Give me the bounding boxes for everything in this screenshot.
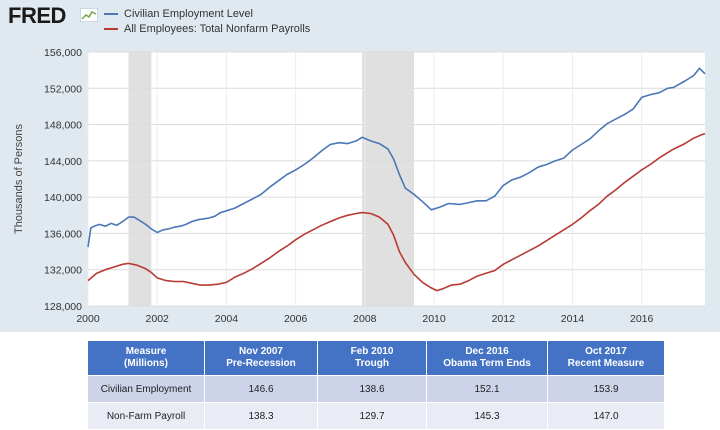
table-cell-measure: Civilian Employment: [87, 375, 205, 403]
x-tick-label: 2010: [422, 313, 446, 325]
y-tick-labels: 128,000 132,000 136,000 140,000 144,000 148,0…: [44, 47, 82, 313]
x-tick-label: 2008: [353, 313, 377, 325]
table-cell: 147.0: [547, 402, 665, 430]
header-feb-2010-line2: Trough: [355, 358, 389, 369]
fred-logo: FRED: [8, 3, 66, 28]
header-dec-2016-line2: Obama Term Ends: [443, 358, 531, 369]
table-cell: 152.1: [426, 375, 548, 403]
recession-band-2: [362, 52, 414, 306]
y-tick-label: 140,000: [44, 192, 82, 204]
recession-band-1: [128, 52, 152, 306]
x-tick-labels: 2000 2002 2004 2006 2008 2010 2012 2014 2016: [76, 313, 653, 325]
table-header-row: Measure (Millions) Nov 2007 Pre-Recessio…: [87, 340, 665, 376]
x-tick-label: 2004: [215, 313, 239, 325]
legend-item-nonfarm: All Employees: Total Nonfarm Payrolls: [104, 23, 310, 35]
legend-label-nonfarm: All Employees: Total Nonfarm Payrolls: [124, 23, 311, 35]
y-tick-label: 148,000: [44, 120, 82, 132]
table-cell: 138.3: [204, 402, 318, 430]
header-dec-2016: Dec 2016 Obama Term Ends: [426, 340, 548, 376]
header-nov-2007-line2: Pre-Recession: [226, 358, 296, 369]
y-tick-label: 136,000: [44, 228, 82, 240]
table-cell: 129.7: [317, 402, 427, 430]
y-tick-label: 144,000: [44, 156, 82, 168]
header-measure: Measure (Millions): [87, 340, 205, 376]
table-row: Civilian Employment 146.6 138.6 152.1 15…: [87, 375, 665, 403]
y-tick-label: 132,000: [44, 265, 82, 277]
table-cell: 145.3: [426, 402, 548, 430]
y-axis-label: Thousands of Persons: [13, 123, 25, 234]
x-tick-label: 2012: [492, 313, 516, 325]
header-nov-2007: Nov 2007 Pre-Recession: [204, 340, 318, 376]
employment-table: Measure (Millions) Nov 2007 Pre-Recessio…: [87, 340, 665, 430]
header-measure-line2: (Millions): [124, 358, 168, 369]
y-tick-label: 128,000: [44, 301, 82, 313]
header-dec-2016-line1: Dec 2016: [465, 346, 509, 357]
fred-chart-logo-icon: [80, 8, 98, 22]
header-nov-2007-line1: Nov 2007: [239, 346, 283, 357]
table-row: Non-Farm Payroll 138.3 129.7 145.3 147.0: [87, 402, 665, 430]
header-feb-2010: Feb 2010 Trough: [317, 340, 427, 376]
y-tick-label: 156,000: [44, 47, 82, 59]
legend-swatch-civilian: [104, 13, 118, 15]
header-oct-2017: Oct 2017 Recent Measure: [547, 340, 665, 376]
x-tick-label: 2000: [76, 313, 100, 325]
x-tick-label: 2014: [561, 313, 585, 325]
table-cell: 153.9: [547, 375, 665, 403]
legend-item-civilian: Civilian Employment Level: [104, 8, 253, 20]
header-oct-2017-line2: Recent Measure: [567, 358, 645, 369]
table-cell-measure: Non-Farm Payroll: [87, 402, 205, 430]
table-cell: 138.6: [317, 375, 427, 403]
series-line-nonfarm-payrolls: [87, 132, 706, 292]
series-lines: [87, 67, 706, 292]
header-oct-2017-line1: Oct 2017: [585, 346, 627, 357]
x-tick-label: 2016: [630, 313, 654, 325]
x-tick-label: 2002: [146, 313, 170, 325]
header-feb-2010-line1: Feb 2010: [350, 346, 394, 357]
header-measure-line1: Measure: [125, 346, 167, 357]
table-cell: 146.6: [204, 375, 318, 403]
legend-label-civilian: Civilian Employment Level: [124, 8, 253, 20]
series-line-civilian-employment: [87, 67, 706, 248]
x-tick-label: 2006: [284, 313, 308, 325]
y-tick-label: 152,000: [44, 83, 82, 95]
legend-swatch-nonfarm: [104, 28, 118, 30]
line-chart: 128,000 132,000 136,000 140,000 144,000 148,0…: [13, 47, 706, 325]
gridlines: [87, 51, 705, 307]
